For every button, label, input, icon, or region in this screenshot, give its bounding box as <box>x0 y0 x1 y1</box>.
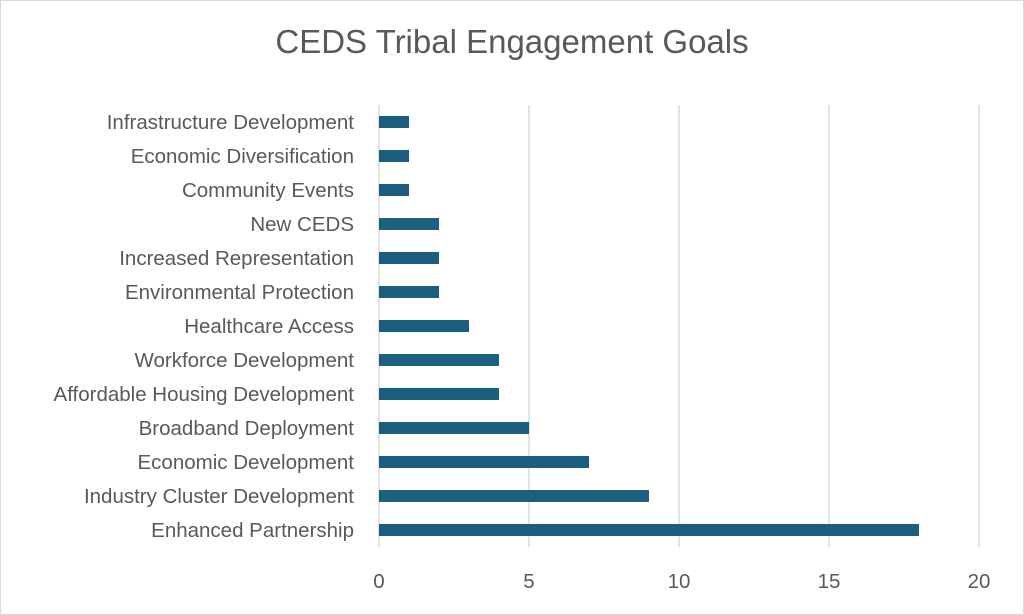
bar <box>379 456 589 468</box>
category-label: Environmental Protection <box>125 281 354 304</box>
bar <box>379 184 409 196</box>
bar <box>379 388 499 400</box>
bar <box>379 524 919 536</box>
bar <box>379 422 529 434</box>
category-label: Economic Diversification <box>131 145 354 168</box>
bar <box>379 116 409 128</box>
category-label: New CEDS <box>250 213 354 236</box>
x-tick-labels: 0 5 10 15 20 <box>373 570 990 593</box>
x-tick-label: 5 <box>523 570 534 593</box>
category-label: Affordable Housing Development <box>54 383 355 406</box>
bar <box>379 320 469 332</box>
chart-title: CEDS Tribal Engagement Goals <box>275 23 749 60</box>
bar <box>379 354 499 366</box>
bar <box>379 252 439 264</box>
bars <box>379 116 919 536</box>
category-label: Healthcare Access <box>184 315 354 338</box>
category-label: Community Events <box>182 179 354 202</box>
bar <box>379 490 649 502</box>
x-tick-label: 20 <box>968 570 991 593</box>
gridlines <box>378 105 980 547</box>
category-label: Infrastructure Development <box>107 111 355 134</box>
category-label: Economic Development <box>138 451 355 474</box>
category-label: Workforce Development <box>134 349 354 372</box>
bar <box>379 286 439 298</box>
x-tick-label: 10 <box>668 570 691 593</box>
category-label: Industry Cluster Development <box>84 485 354 508</box>
category-label: Broadband Deployment <box>139 417 355 440</box>
category-label: Enhanced Partnership <box>151 519 354 542</box>
x-tick-label: 0 <box>373 570 384 593</box>
bar <box>379 150 409 162</box>
category-label: Increased Representation <box>119 247 354 270</box>
x-tick-label: 15 <box>818 570 841 593</box>
category-labels: Infrastructure Development Economic Diver… <box>54 111 355 542</box>
bar <box>379 218 439 230</box>
